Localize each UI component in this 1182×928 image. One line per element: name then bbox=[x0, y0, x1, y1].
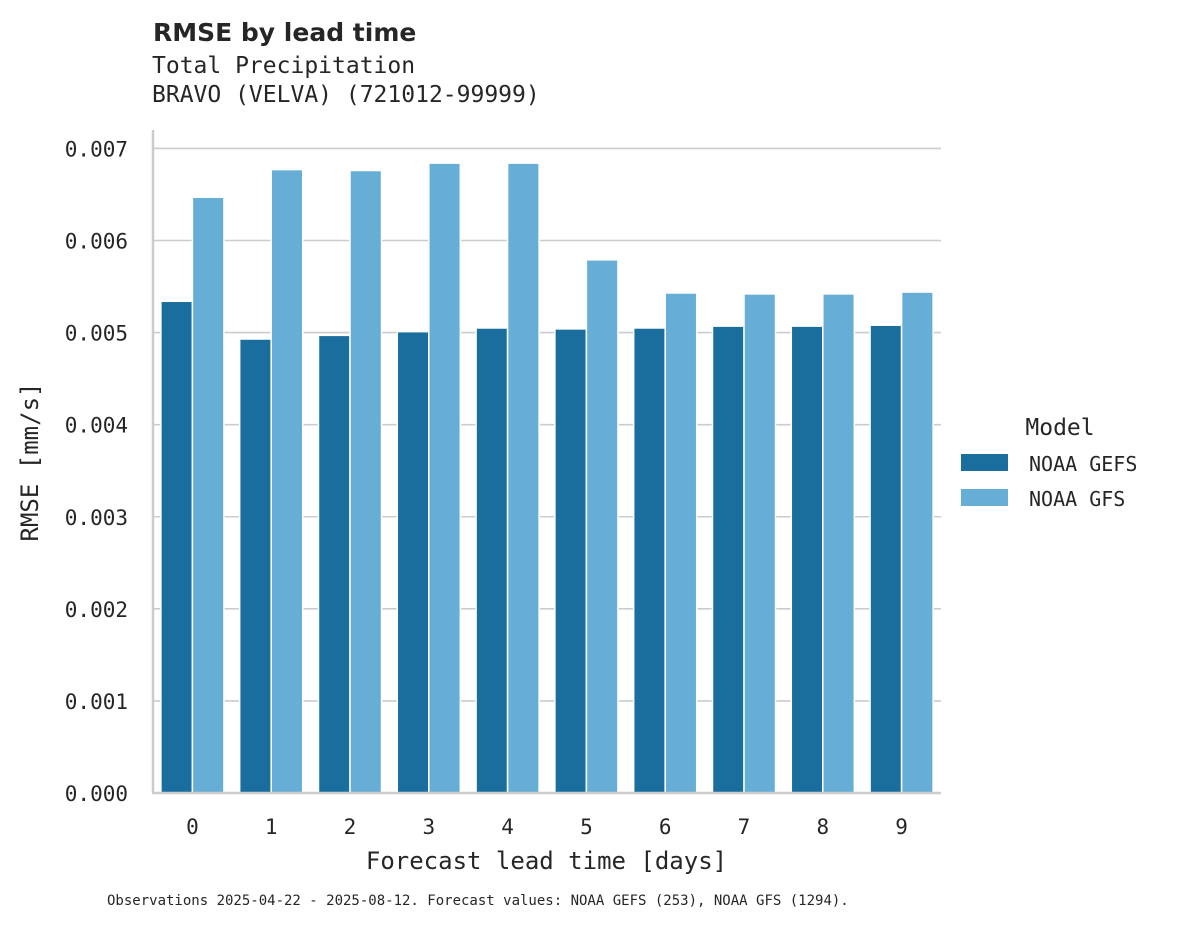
y-tick-label: 0.003 bbox=[65, 506, 128, 530]
x-tick-label: 5 bbox=[580, 815, 593, 839]
bar-noaa-gefs-lead-6 bbox=[632, 327, 666, 794]
bar-noaa-gefs-lead-4 bbox=[475, 327, 509, 794]
legend-swatch-noaa-gefs bbox=[961, 454, 1008, 471]
legend: Model NOAA GEFS NOAA GFS bbox=[961, 415, 1137, 511]
bar-noaa-gfs-lead-5 bbox=[585, 259, 619, 794]
bar-noaa-gfs-lead-4 bbox=[506, 162, 540, 794]
x-tick-label: 1 bbox=[265, 815, 278, 839]
bar-noaa-gfs-lead-7 bbox=[743, 293, 777, 794]
bar-noaa-gefs-lead-0 bbox=[160, 300, 194, 794]
y-tick-label: 0.006 bbox=[65, 230, 128, 254]
y-tick-label: 0.000 bbox=[65, 782, 128, 806]
y-tick-labels: 0.000 0.001 0.002 0.003 0.004 0.005 0.006 0.007 bbox=[65, 137, 128, 806]
bar-noaa-gfs-lead-0 bbox=[191, 196, 225, 794]
footnote: Observations 2025-04-22 - 2025-08-12. Fo… bbox=[107, 893, 849, 909]
x-tick-label: 6 bbox=[659, 815, 672, 839]
bar-noaa-gfs-lead-2 bbox=[349, 169, 383, 794]
x-tick-label: 2 bbox=[344, 815, 357, 839]
y-axis-label: RMSE [mm/s] bbox=[16, 383, 44, 542]
x-tick-label: 9 bbox=[895, 815, 908, 839]
x-tick-labels: 0 1 2 3 4 5 6 7 8 9 bbox=[186, 815, 908, 839]
x-tick-label: 3 bbox=[422, 815, 435, 839]
bar-noaa-gfs-lead-6 bbox=[664, 292, 698, 794]
y-tick-label: 0.005 bbox=[65, 322, 128, 346]
bar-noaa-gefs-lead-3 bbox=[396, 330, 430, 794]
y-tick-label: 0.007 bbox=[65, 137, 128, 161]
y-tick-label: 0.002 bbox=[65, 598, 128, 622]
chart-title: RMSE by lead time bbox=[153, 18, 416, 47]
x-tick-label: 0 bbox=[186, 815, 199, 839]
legend-label-noaa-gfs: NOAA GFS bbox=[1029, 487, 1125, 511]
x-tick-label: 7 bbox=[738, 815, 751, 839]
bar-noaa-gefs-lead-5 bbox=[554, 328, 588, 794]
y-tick-label: 0.001 bbox=[65, 690, 128, 714]
bar-noaa-gfs-lead-1 bbox=[270, 168, 304, 794]
y-tick-label: 0.004 bbox=[65, 414, 128, 438]
legend-swatch-noaa-gfs bbox=[961, 489, 1008, 506]
bar-noaa-gefs-lead-9 bbox=[869, 324, 903, 794]
x-tick-label: 8 bbox=[816, 815, 829, 839]
bar-noaa-gfs-lead-3 bbox=[428, 162, 462, 794]
legend-label-noaa-gefs: NOAA GEFS bbox=[1029, 452, 1137, 476]
legend-title: Model bbox=[1025, 415, 1094, 441]
chart-subtitle-station: BRAVO (VELVA) (721012-99999) bbox=[152, 82, 540, 108]
bar-noaa-gfs-lead-8 bbox=[822, 293, 856, 794]
bar-noaa-gefs-lead-8 bbox=[790, 325, 824, 794]
bar-noaa-gefs-lead-7 bbox=[711, 325, 745, 794]
bar-noaa-gefs-lead-1 bbox=[238, 338, 272, 794]
bar-noaa-gfs-lead-9 bbox=[900, 291, 934, 794]
chart-subtitle-variable: Total Precipitation bbox=[152, 53, 415, 79]
x-tick-label: 4 bbox=[501, 815, 514, 839]
bar-noaa-gefs-lead-2 bbox=[317, 334, 351, 794]
bars bbox=[160, 162, 934, 794]
axes-spines bbox=[151, 130, 941, 795]
x-axis-label: Forecast lead time [days] bbox=[366, 847, 727, 875]
